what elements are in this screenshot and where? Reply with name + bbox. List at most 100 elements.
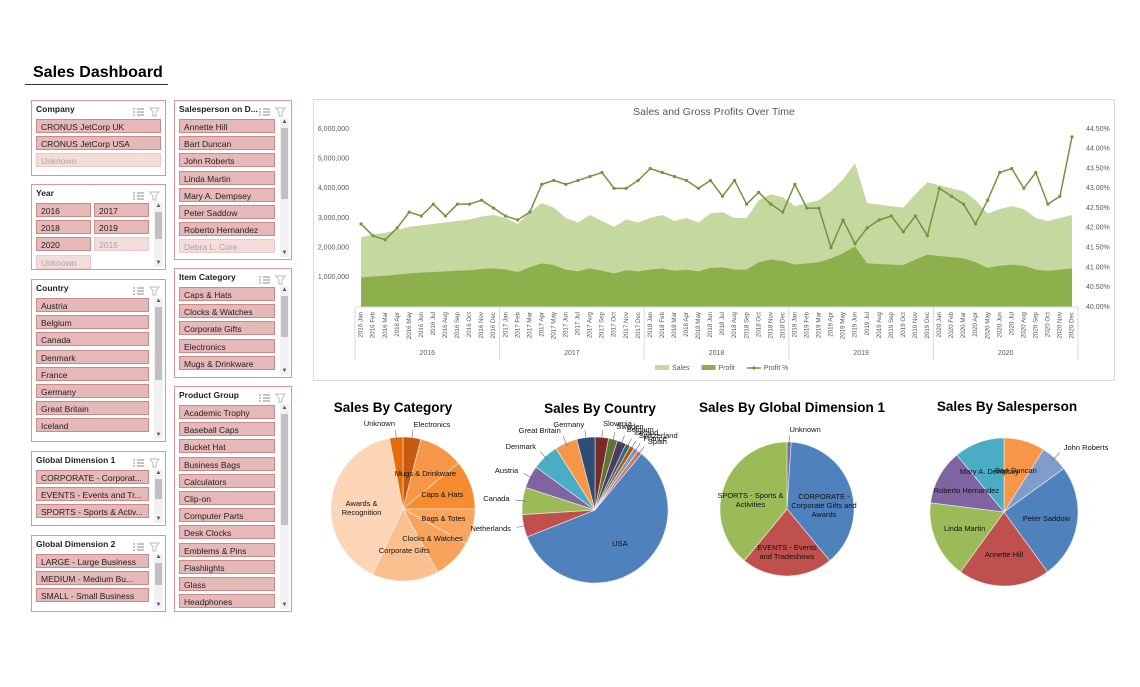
scroll-up[interactable]: ▲ — [281, 287, 288, 293]
slicer-item[interactable]: Clocks & Watches — [179, 304, 275, 319]
scroll-up[interactable]: ▲ — [281, 119, 288, 125]
scrollbar[interactable]: ▲ ▼ — [154, 202, 163, 267]
scroll-thumb[interactable] — [155, 563, 162, 585]
slicer-item[interactable]: 2020 — [36, 237, 91, 252]
multi-select-icon[interactable] — [133, 543, 144, 551]
slicer-item[interactable]: Bart Duncan — [179, 136, 275, 151]
slicer-item[interactable]: Desk Clocks — [179, 525, 275, 540]
slicer-item[interactable]: Flashlights — [179, 559, 275, 574]
slicer-item[interactable]: Peter Saddow — [179, 205, 275, 219]
slicer-item[interactable]: Unknown — [36, 153, 161, 168]
slicer-item[interactable]: SPORTS - Sports & Activ... — [36, 504, 149, 519]
multi-select-icon[interactable] — [133, 287, 144, 295]
scroll-up[interactable]: ▲ — [155, 554, 162, 560]
scroll-thumb[interactable] — [281, 414, 288, 525]
clear-filter-icon[interactable] — [149, 286, 160, 296]
slicer-item[interactable]: Debra L. Core — [179, 239, 275, 254]
slicer-item[interactable]: Baseball Caps — [179, 422, 275, 437]
slicer-item[interactable]: EVENTS - Events and Tr... — [36, 487, 149, 502]
scroll-thumb[interactable] — [155, 479, 162, 500]
clear-filter-icon[interactable] — [149, 191, 160, 201]
slicer-item[interactable]: Calculators — [179, 473, 275, 488]
clear-filter-icon[interactable] — [149, 458, 160, 468]
slicer-item[interactable]: Linda Martin — [179, 170, 275, 185]
scrollbar[interactable]: ▲ ▼ — [154, 469, 163, 523]
scroll-down[interactable]: ▼ — [155, 260, 162, 266]
clear-filter-icon[interactable] — [275, 107, 286, 117]
slicer-item[interactable]: Computer Parts — [179, 508, 275, 523]
slicer-item[interactable]: Academic Trophy — [179, 405, 275, 419]
scroll-thumb[interactable] — [155, 307, 162, 381]
multi-select-icon[interactable] — [259, 108, 270, 116]
slicer-item[interactable]: LARGE - Large Business — [36, 554, 149, 568]
slicer-item[interactable]: Iceland — [36, 418, 149, 433]
scroll-down[interactable]: ▼ — [155, 432, 162, 438]
slicer-item[interactable]: 2017 — [94, 203, 149, 217]
multi-select-icon[interactable] — [133, 459, 144, 467]
slicer-buttons[interactable] — [131, 191, 161, 201]
scroll-down[interactable]: ▼ — [281, 368, 288, 374]
slicer-item[interactable]: 2019 — [94, 220, 149, 235]
slicer-item[interactable]: Emblems & Pins — [179, 542, 275, 557]
slicer-item[interactable]: Business Bags — [179, 456, 275, 471]
slicer-buttons[interactable] — [131, 286, 161, 296]
slicer-item[interactable]: Glass — [179, 577, 275, 591]
slicer-item[interactable]: Caps & Hats — [179, 287, 275, 301]
scrollbar[interactable]: ▲ ▼ — [280, 118, 289, 257]
slicer-item[interactable]: Bucket Hat — [179, 439, 275, 454]
scrollbar[interactable]: ▲ ▼ — [280, 286, 289, 375]
scroll-up[interactable]: ▲ — [155, 203, 162, 209]
slicer-item[interactable]: Germany — [36, 384, 149, 398]
scroll-up[interactable]: ▲ — [155, 298, 162, 304]
slicer-buttons[interactable] — [131, 542, 161, 552]
multi-select-icon[interactable] — [133, 108, 144, 116]
slicer-item[interactable]: Austria — [36, 298, 149, 312]
scroll-down[interactable]: ▼ — [155, 602, 162, 608]
scroll-up[interactable]: ▲ — [155, 470, 162, 476]
slicer-item[interactable]: Mugs & Drinkware — [179, 355, 275, 370]
slicer-item[interactable]: Mary A. Dempsey — [179, 187, 275, 202]
slicer-item[interactable]: 2015 — [94, 237, 149, 252]
slicer-item[interactable]: Belgium — [36, 315, 149, 330]
slicer-item[interactable]: France — [36, 366, 149, 381]
scrollbar[interactable]: ▲ ▼ — [154, 553, 163, 609]
slicer-item[interactable]: MEDIUM - Medium Bu... — [36, 571, 149, 586]
multi-select-icon[interactable] — [259, 394, 270, 402]
slicer-item[interactable]: 2016 — [36, 203, 91, 217]
scroll-thumb[interactable] — [155, 212, 162, 239]
scroll-thumb[interactable] — [281, 128, 288, 200]
slicer-item[interactable]: SMALL - Small Business — [36, 588, 149, 603]
slicer-item[interactable]: Canada — [36, 332, 149, 347]
slicer-item[interactable]: Roberto Hernandez — [179, 222, 275, 237]
clear-filter-icon[interactable] — [275, 393, 286, 403]
slicer-item[interactable]: CORPORATE - Corporat... — [36, 470, 149, 484]
scroll-thumb[interactable] — [281, 296, 288, 338]
slicer-item[interactable]: Clip-on — [179, 491, 275, 505]
slicer-item[interactable]: CRONUS JetCorp USA — [36, 136, 161, 151]
slicer-item[interactable]: 2018 — [36, 220, 91, 235]
slicer-item[interactable]: John Roberts — [179, 153, 275, 168]
slicer-buttons[interactable] — [131, 458, 161, 468]
slicer-buttons[interactable] — [257, 275, 287, 285]
slicer-item[interactable]: Headphones — [179, 594, 275, 609]
slicer-item[interactable]: Denmark — [36, 349, 149, 364]
slicer-buttons[interactable] — [257, 393, 287, 403]
scroll-down[interactable]: ▼ — [155, 516, 162, 522]
slicer-item[interactable]: Great Britain — [36, 401, 149, 416]
scroll-down[interactable]: ▼ — [281, 250, 288, 256]
scroll-down[interactable]: ▼ — [281, 602, 288, 608]
slicer-item[interactable]: Unknown — [36, 254, 91, 269]
slicer-item[interactable]: Electronics — [179, 338, 275, 353]
multi-select-icon[interactable] — [259, 276, 270, 284]
scroll-up[interactable]: ▲ — [281, 405, 288, 411]
slicer-buttons[interactable] — [131, 107, 161, 117]
clear-filter-icon[interactable] — [275, 275, 286, 285]
clear-filter-icon[interactable] — [149, 107, 160, 117]
slicer-buttons[interactable] — [257, 107, 287, 117]
clear-filter-icon[interactable] — [149, 542, 160, 552]
slicer-item[interactable]: CRONUS JetCorp UK — [36, 119, 161, 133]
slicer-item[interactable]: Annette Hill — [179, 119, 275, 133]
scrollbar[interactable]: ▲ ▼ — [280, 404, 289, 609]
scrollbar[interactable]: ▲ ▼ — [154, 297, 163, 439]
slicer-item[interactable]: Corporate Gifts — [179, 321, 275, 336]
